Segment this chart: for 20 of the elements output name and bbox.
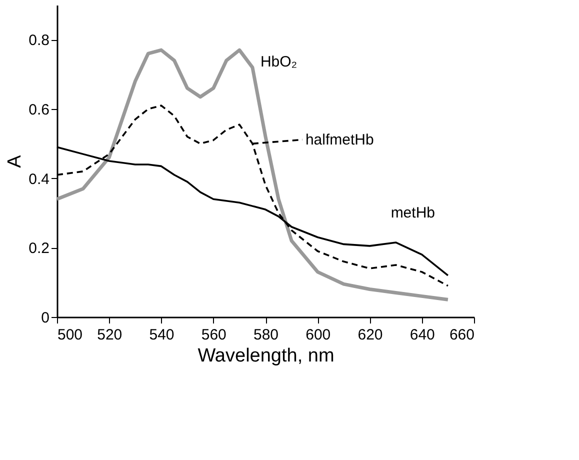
y-tick-label: 0.6 — [28, 102, 50, 118]
x-tick-label: 580 — [253, 326, 279, 344]
series-label: metHb — [390, 204, 435, 222]
y-tick-label: 0.8 — [28, 32, 50, 50]
x-tick-label: 540 — [149, 326, 174, 344]
x-tick-label: 520 — [97, 326, 122, 344]
y-tick-label: 0.4 — [28, 170, 50, 188]
x-tick-label: 640 — [410, 326, 435, 344]
x-tick-label: 620 — [358, 326, 383, 344]
y-tick-label: 0 — [41, 310, 50, 326]
x-tick-label: 500 — [58, 326, 83, 344]
x-tick-label: 600 — [306, 326, 331, 344]
series-label: HbO₂ — [260, 53, 298, 70]
line-series — [55, 48, 450, 302]
legend-label: halfmetHb — [305, 132, 374, 149]
x-tick-label: 660 — [449, 326, 474, 344]
x-axis-title: Wavelength, nm — [198, 346, 334, 366]
x-tick-label: 560 — [201, 326, 226, 344]
y-tick-label: 0.2 — [28, 240, 50, 258]
y-axis-title: A — [4, 154, 26, 168]
